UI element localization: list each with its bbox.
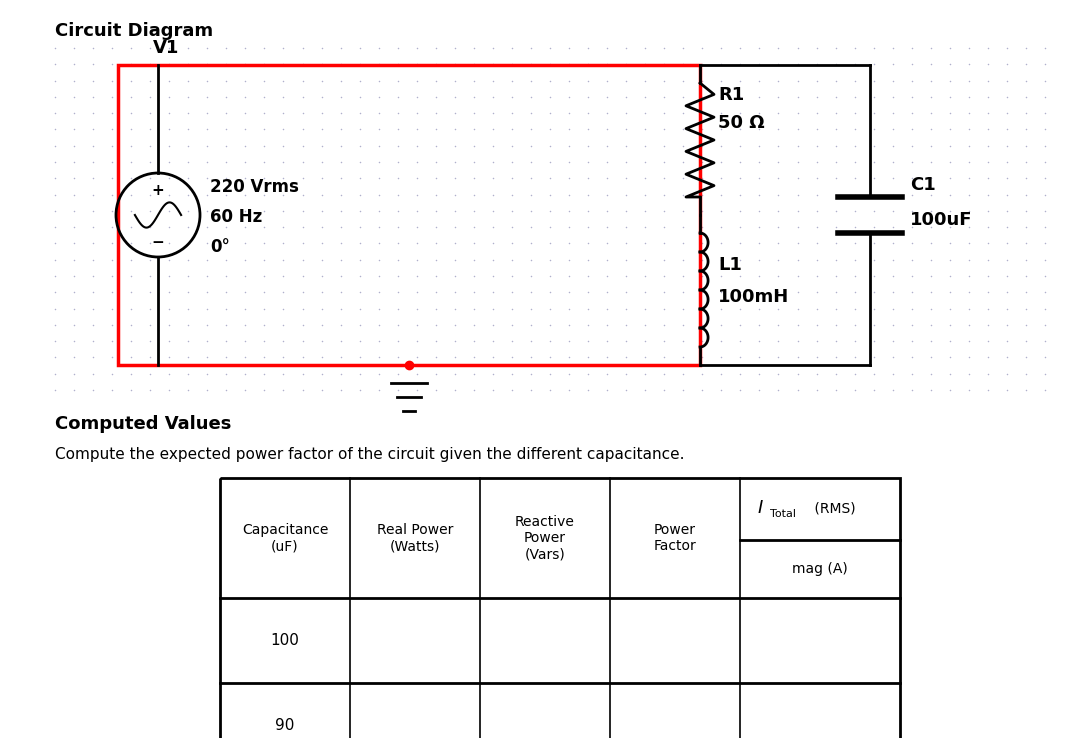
Text: L1: L1 [718,256,742,274]
Bar [118,65,700,365]
Text: Compute the expected power factor of the circuit given the different capacitance: Compute the expected power factor of the… [55,447,685,462]
Bar [220,478,900,738]
Text: −: − [151,235,164,249]
Text: 100: 100 [271,633,299,648]
Text: 220 Vrms: 220 Vrms [210,178,299,196]
Text: 60 Hz: 60 Hz [210,208,262,226]
Text: Capacitance
(uF): Capacitance (uF) [242,523,328,553]
Text: 0°: 0° [210,238,230,256]
Text: 100mH: 100mH [718,288,789,306]
Text: +: + [151,183,164,198]
Text: Computed Values: Computed Values [55,415,231,433]
Text: mag (A): mag (A) [792,562,848,576]
Text: Real Power
(Watts): Real Power (Watts) [377,523,454,553]
Text: C1: C1 [910,176,935,194]
Text: Total: Total [770,509,796,519]
Text: Power
Factor: Power Factor [653,523,697,553]
Text: 100uF: 100uF [910,211,972,229]
Text: V1: V1 [153,39,179,57]
Text: R1: R1 [718,86,744,104]
Text: 50 Ω: 50 Ω [718,114,765,132]
Text: 90: 90 [275,718,295,733]
Text: I: I [758,499,764,517]
Text: Reactive
Power
(Vars): Reactive Power (Vars) [515,515,575,561]
Text: (RMS): (RMS) [810,501,855,515]
Text: Circuit Diagram: Circuit Diagram [55,22,213,40]
